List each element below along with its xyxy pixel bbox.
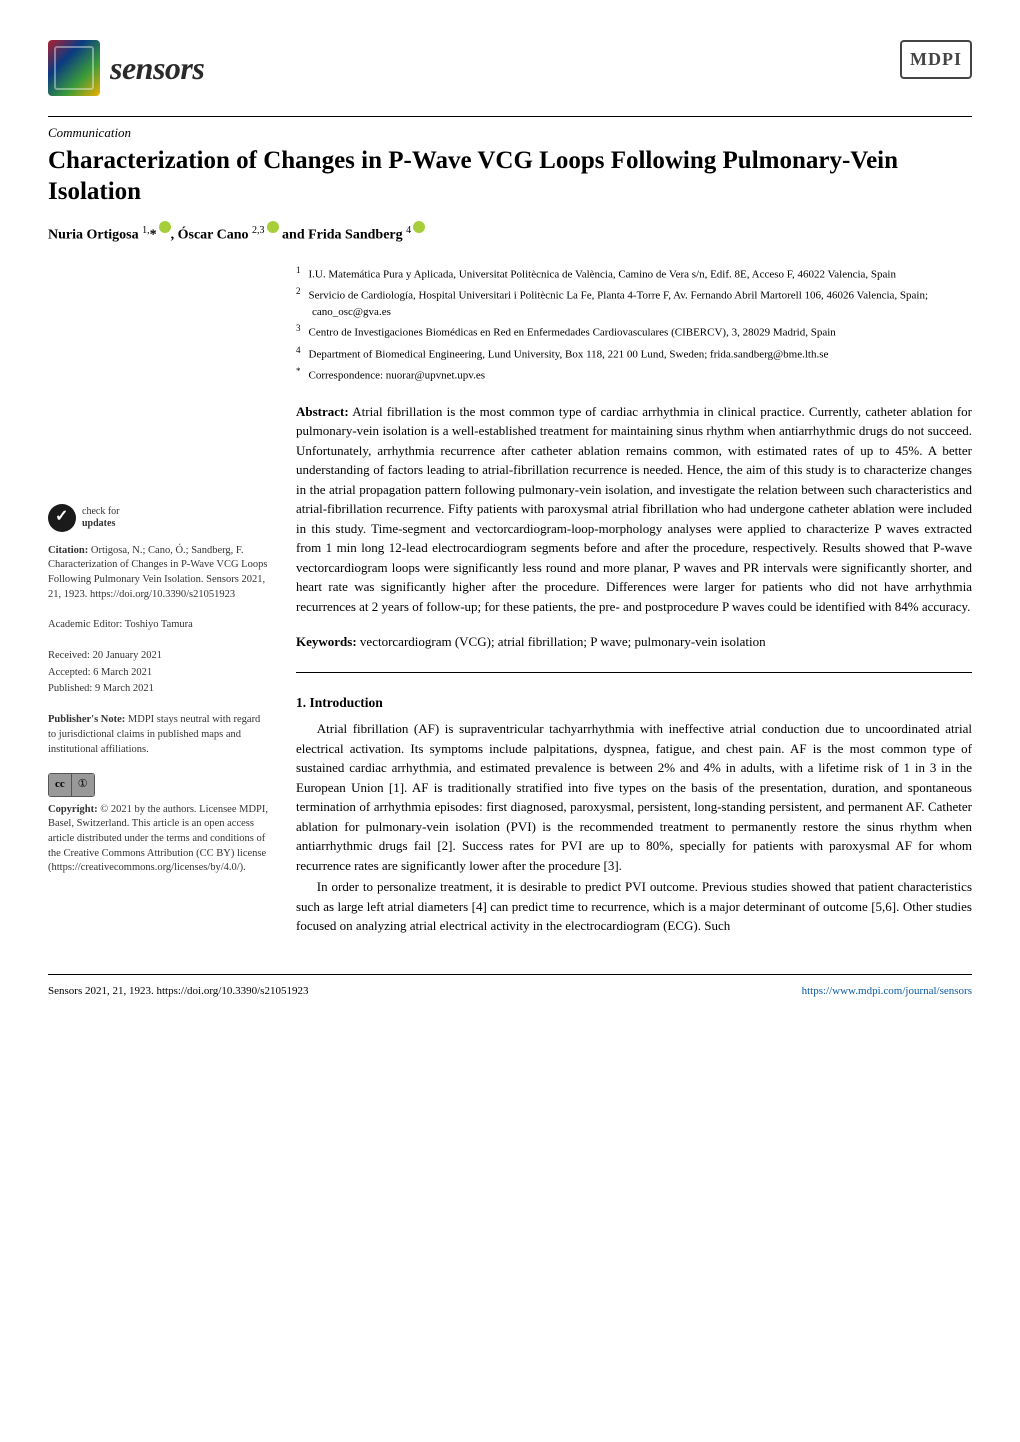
affiliation-item: 2Servicio de Cardiología, Hospital Unive… <box>296 285 972 321</box>
keywords: Keywords: vectorcardiogram (VCG); atrial… <box>296 632 972 652</box>
body-paragraph: In order to personalize treatment, it is… <box>296 877 972 936</box>
abstract-text: Atrial fibrillation is the most common t… <box>296 404 972 614</box>
published-date: Published: 9 March 2021 <box>48 682 268 697</box>
section-introduction: 1. Introduction Atrial fibrillation (AF)… <box>296 693 972 936</box>
received-date: Received: 20 January 2021 <box>48 649 268 664</box>
main-column: 1I.U. Matemática Pura y Aplicada, Univer… <box>296 264 972 938</box>
dates-block: Received: 20 January 2021 Accepted: 6 Ma… <box>48 649 268 697</box>
check-updates-badge[interactable]: check for updates <box>48 504 268 532</box>
journal-name: sensors <box>110 44 204 92</box>
abstract: Abstract: Atrial fibrillation is the mos… <box>296 402 972 617</box>
abstract-label: Abstract: <box>296 404 349 419</box>
orcid-icon <box>159 221 171 233</box>
check-updates-label: check for updates <box>82 506 119 529</box>
journal-brand: sensors <box>48 40 204 96</box>
keywords-text: vectorcardiogram (VCG); atrial fibrillat… <box>360 634 766 649</box>
section-rule <box>296 672 972 673</box>
page-header: sensors MDPI <box>48 40 972 96</box>
footer-left: Sensors 2021, 21, 1923. https://doi.org/… <box>48 983 308 1000</box>
orcid-icon <box>267 221 279 233</box>
affiliation-item: 1I.U. Matemática Pura y Aplicada, Univer… <box>296 264 972 283</box>
footer-right-link[interactable]: https://www.mdpi.com/journal/sensors <box>802 983 972 1000</box>
keywords-label: Keywords: <box>296 634 357 649</box>
affiliation-item: 4Department of Biomedical Engineering, L… <box>296 344 972 363</box>
check-icon <box>48 504 76 532</box>
article-type: Communication <box>48 123 972 143</box>
section-heading: 1. Introduction <box>296 693 972 713</box>
editor-block: Academic Editor: Toshiyo Tamura <box>48 618 268 633</box>
authors-line: Nuria Ortigosa 1,*, Óscar Cano 2,3 and F… <box>48 221 972 246</box>
license-block: cc① Copyright: © 2021 by the authors. Li… <box>48 773 268 876</box>
sidebar: check for updates Citation: Ortigosa, N.… <box>48 264 268 938</box>
affiliation-item: 3Centro de Investigaciones Biomédicas en… <box>296 322 972 341</box>
affiliation-item: *Correspondence: nuorar@upvnet.upv.es <box>296 365 972 384</box>
article-title: Characterization of Changes in P-Wave VC… <box>48 145 972 208</box>
cc-by-icon: cc① <box>48 773 95 796</box>
journal-logo-icon <box>48 40 100 96</box>
affiliations-list: 1I.U. Matemática Pura y Aplicada, Univer… <box>296 264 972 384</box>
orcid-icon <box>413 221 425 233</box>
accepted-date: Accepted: 6 March 2021 <box>48 666 268 681</box>
body-paragraph: Atrial fibrillation (AF) is supraventric… <box>296 719 972 875</box>
publisher-note-block: Publisher's Note: MDPI stays neutral wit… <box>48 713 268 757</box>
header-rule <box>48 116 972 117</box>
citation-label: Citation: <box>48 545 88 556</box>
publisher-logo: MDPI <box>900 40 972 79</box>
page-footer: Sensors 2021, 21, 1923. https://doi.org/… <box>48 974 972 1000</box>
citation-block: Citation: Ortigosa, N.; Cano, Ó.; Sandbe… <box>48 544 268 603</box>
